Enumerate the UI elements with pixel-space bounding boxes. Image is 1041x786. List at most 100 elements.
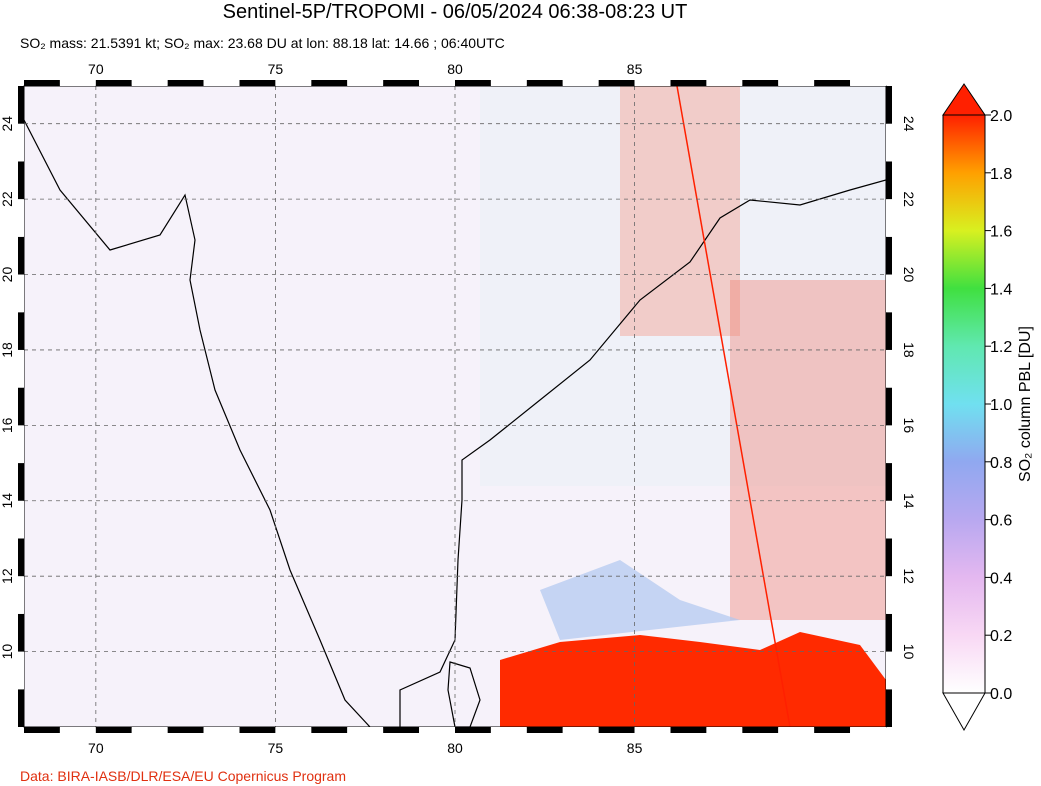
subtitle: SO₂ mass: 21.5391 kt; SO₂ max: 23.68 DU … [20,35,505,51]
frame-bar [562,727,599,733]
frame-bar [18,161,24,200]
frame-bar [886,349,892,388]
frame-bar [18,425,24,464]
frame-bar [18,576,24,614]
frame-bar [24,727,60,733]
grid [24,86,886,727]
frame-bar [886,689,892,727]
colorbar-over [942,83,986,116]
frame-bar [95,80,132,86]
frame-bar [886,651,892,690]
lon-tick-label: 85 [627,740,643,756]
west-coastline [24,119,371,727]
frame-bar [598,727,635,733]
frame-bar [886,161,892,200]
frame-bar [18,613,24,652]
lat-tick-label: 12 [901,568,917,584]
colorbar-tick-label: 1.0 [990,397,1012,414]
frame-bar [203,727,240,733]
frame-bar [886,387,892,426]
lon-tick-label: 70 [88,61,104,77]
credit: Data: BIRA-IASB/DLR/ESA/EU Copernicus Pr… [20,768,346,784]
colorbar-tick-label: 2.0 [990,108,1012,125]
frame-bar [18,500,24,539]
frame-bar [598,80,635,86]
lat-tick-label: 22 [0,191,15,207]
frame-bar [347,727,384,733]
colorbar-tick-label: 0.0 [990,686,1012,703]
frame-bar [455,80,491,86]
frame-bar [562,80,599,86]
frame-bar [18,387,24,426]
colorbar-tick-label: 1.6 [990,224,1012,241]
so2-plume [500,632,886,727]
sri-lanka [447,661,481,727]
frame-bar [59,80,96,86]
frame-bar [18,123,24,162]
frame-bar [18,199,24,237]
lat-tick-label: 10 [901,644,917,660]
frame-bar [778,80,815,86]
lon-tick-label: 70 [88,740,104,756]
frame-bar [18,689,24,727]
map-field [24,86,886,727]
frame-bar [742,727,779,733]
frame-bar [778,727,815,733]
lon-tick-label: 75 [268,61,284,77]
lat-tick-label: 14 [0,493,15,509]
colorbar-scale [942,114,986,694]
frame-bar [670,727,707,733]
colorbar-ticks: 0.0 0.2 0.4 0.6 0.8 1.0 1.2 1.4 1.6 1.8 2.0 [985,108,1012,703]
colorbar-tick-label: 0.8 [990,455,1012,472]
frame-bar [311,80,348,86]
frame-bar [706,80,743,86]
lat-tick-label: 18 [901,342,917,358]
frame-bar [886,86,892,124]
frame-bar [167,80,204,86]
colorbar-tick-label: 1.2 [990,339,1012,356]
colorbar-tick-label: 0.4 [990,570,1012,587]
frame-bar [886,463,892,501]
axes: 70 70 75 75 80 80 85 85 10 10 12 12 14 14 16 16 18 18 20 20… [0,61,917,756]
lon-tick-label: 80 [447,740,463,756]
lat-tick-label: 24 [901,116,917,132]
colorbar-under [942,692,986,732]
frame-bar [167,727,204,733]
lat-tick-label: 10 [0,644,15,660]
frame-bar [670,80,707,86]
lat-tick-label: 16 [901,418,917,434]
frame-bar [886,538,892,577]
frame-bar [706,727,743,733]
east-coastline [399,179,886,727]
frame-bar [886,613,892,652]
lat-tick-label: 18 [0,342,15,358]
frame-bar [347,80,384,86]
frame-bar [18,86,24,124]
frame-bar [814,727,851,733]
lon-tick-label: 80 [447,61,463,77]
lon-tick-label: 75 [268,740,284,756]
lat-tick-label: 14 [901,493,917,509]
frame-bar [18,463,24,501]
frame-bar [18,236,24,275]
frame-bar [886,500,892,539]
frame-bar [275,727,312,733]
frame-bar [490,727,527,733]
frame-bar [526,80,563,86]
frame-bar [886,425,892,464]
frame-bar [850,80,886,86]
frame-bar [18,651,24,690]
frame-bar [24,80,60,86]
frame-bar [59,727,96,733]
frame-bar [383,80,420,86]
frame-bar [383,727,420,733]
colorbar: 0.0 0.2 0.4 0.6 0.8 1.0 1.2 1.4 1.6 1.8 2.0 SO₂ co… [942,83,1034,732]
lat-tick-label: 16 [0,417,15,433]
frame-bar [131,727,168,733]
frame-bar [886,199,892,237]
frame-bar [850,727,886,733]
frame-bar [490,80,527,86]
colorbar-tick-label: 0.6 [990,513,1012,530]
lat-tick-label: 12 [0,568,15,584]
